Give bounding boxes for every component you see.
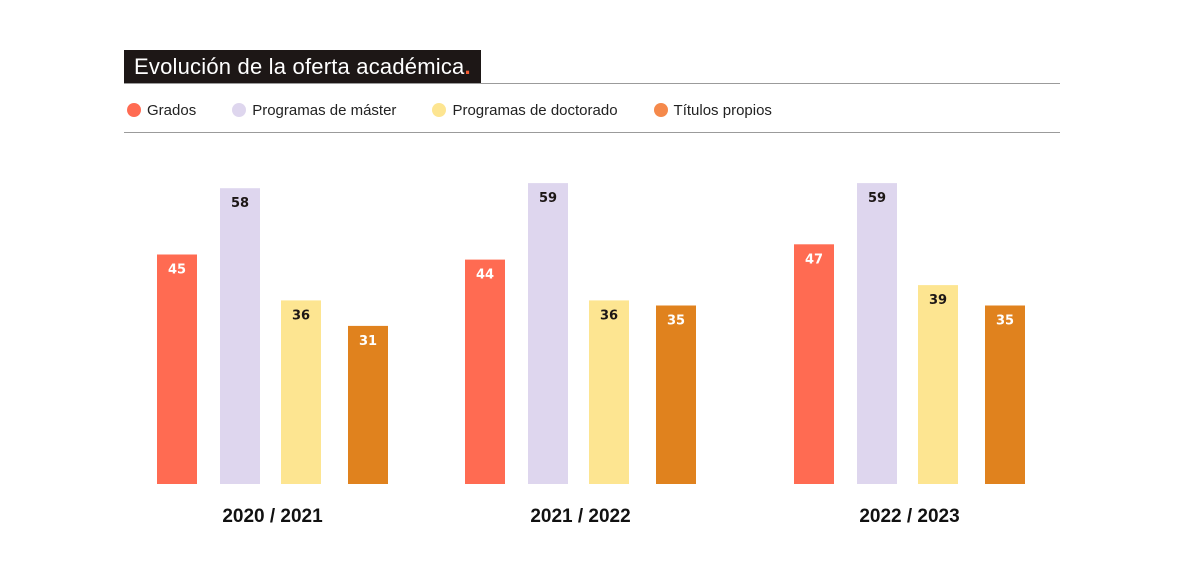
bar-t-tulos-propios-0: [348, 325, 388, 484]
title-rule: [124, 83, 1060, 84]
bar-programas-de-m-ster-1: [528, 183, 568, 484]
bar-value-label: 47: [805, 252, 823, 267]
bar-programas-de-doctorado-0: [281, 300, 321, 484]
category-label: 2021 / 2022: [530, 506, 630, 527]
bar-value-label: 35: [996, 314, 1014, 329]
category-label: 2022 / 2023: [859, 506, 959, 527]
legend-swatch-titulos-propios: [653, 103, 668, 117]
bar-value-label: 59: [539, 191, 557, 206]
bar-grados-0: [157, 254, 197, 484]
legend-swatch-grados: [127, 103, 141, 117]
bar-value-label: 35: [667, 314, 685, 329]
bar-value-label: 36: [600, 308, 618, 323]
legend-label: Programas de doctorado: [452, 101, 618, 119]
legend-swatch-master: [232, 103, 247, 117]
legend-label: Grados: [147, 101, 197, 119]
legend-rule: [124, 132, 1060, 133]
bar-programas-de-m-ster-2: [857, 183, 897, 484]
bar-value-label: 44: [476, 268, 494, 283]
bar-programas-de-m-ster-0: [220, 188, 260, 484]
bar-value-label: 58: [231, 196, 249, 211]
bar-programas-de-doctorado-2: [918, 285, 958, 484]
legend-label: Programas de máster: [252, 101, 397, 119]
bar-programas-de-doctorado-1: [589, 300, 629, 484]
bar-value-label: 45: [168, 263, 186, 278]
legend-swatch-doctorado: [432, 103, 447, 117]
bar-grados-1: [465, 259, 505, 484]
legend-item-grados: Grados: [127, 102, 196, 119]
legend: Grados Programas de máster Programas de …: [127, 97, 808, 123]
legend-item-master: Programas de máster: [232, 102, 396, 119]
chart-title-text: Evolución de la oferta académica: [134, 53, 465, 79]
bar-t-tulos-propios-1: [656, 305, 696, 484]
bar-value-label: 59: [868, 191, 886, 206]
bar-value-label: 36: [292, 308, 310, 323]
legend-label: Títulos propios: [673, 101, 772, 119]
bar-value-label: 31: [359, 334, 377, 349]
title-accent-dot: .: [464, 53, 471, 79]
bar-t-tulos-propios-2: [985, 305, 1025, 484]
chart-title: Evolución de la oferta académica.: [124, 50, 481, 83]
bar-value-label: 39: [929, 293, 947, 308]
legend-item-doctorado: Programas de doctorado: [432, 101, 618, 119]
bar-grados-2: [794, 244, 834, 484]
category-label: 2020 / 2021: [222, 506, 323, 527]
legend-item-titulos-propios: Títulos propios: [653, 101, 772, 119]
